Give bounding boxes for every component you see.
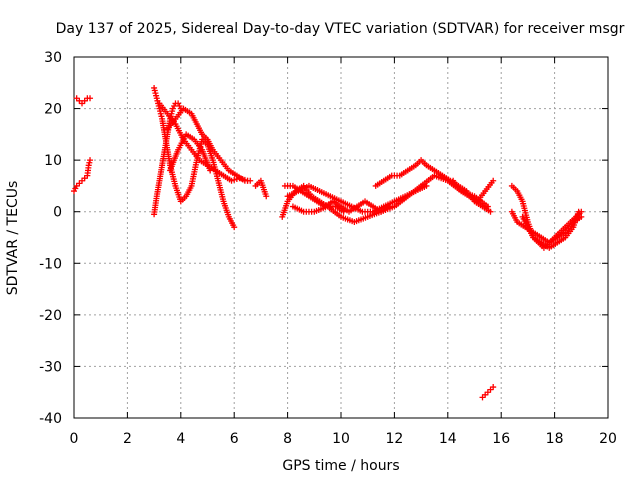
grid: [74, 57, 608, 418]
series-arc-5: [156, 100, 251, 184]
x-tick-label: 16: [492, 431, 510, 447]
x-tick-label: 2: [123, 431, 132, 447]
data-point: [575, 208, 582, 215]
y-tick-label: 30: [44, 50, 62, 66]
axis-ticks: 0 2 4 6 8 10 12 14 16 18 20 -40 -30 -20 -10 0 10 20 30: [39, 50, 617, 447]
y-tick-label: -20: [39, 308, 62, 324]
series-arc-15: [479, 384, 497, 401]
series-arc-6: [164, 105, 254, 184]
x-tick-label: 10: [332, 431, 350, 447]
y-axis-label: SDTVAR / TECUs: [5, 181, 21, 296]
series-arc-14: [450, 177, 497, 205]
data-point: [207, 167, 214, 174]
data-point: [578, 213, 585, 220]
x-axis-label: GPS time / hours: [282, 458, 399, 474]
data-point: [263, 193, 270, 200]
data-point: [231, 224, 238, 231]
series-arc-7: [167, 131, 214, 174]
series-arc-8: [252, 177, 270, 200]
x-tick-label: 14: [439, 431, 457, 447]
y-tick-label: -30: [39, 359, 62, 375]
x-tick-label: 8: [283, 431, 292, 447]
data-point: [87, 95, 94, 102]
y-tick-label: 0: [53, 205, 62, 221]
series-arc-4: [151, 100, 184, 218]
y-tick-label: 10: [44, 153, 62, 169]
data-point: [228, 177, 235, 184]
x-tick-label: 0: [70, 431, 79, 447]
data-point: [231, 176, 238, 183]
series-arc-18: [519, 208, 582, 251]
x-tick-label: 12: [385, 431, 403, 447]
data-point: [87, 157, 94, 164]
data-point: [487, 208, 494, 215]
x-tick-label: 18: [546, 431, 564, 447]
data-point: [490, 384, 497, 391]
series-arc-2: [73, 95, 94, 107]
data-marks: [71, 84, 585, 401]
chart-title: Day 137 of 2025, Sidereal Day-to-day VTE…: [56, 21, 625, 37]
y-tick-label: -10: [39, 256, 62, 272]
y-tick-label: 20: [44, 102, 62, 118]
series-arc-1: [71, 157, 94, 195]
data-point: [247, 177, 254, 184]
y-tick-label: -40: [39, 411, 62, 427]
x-tick-label: 4: [176, 431, 185, 447]
data-point: [490, 177, 497, 184]
x-tick-label: 6: [230, 431, 239, 447]
x-tick-label: 20: [599, 431, 617, 447]
